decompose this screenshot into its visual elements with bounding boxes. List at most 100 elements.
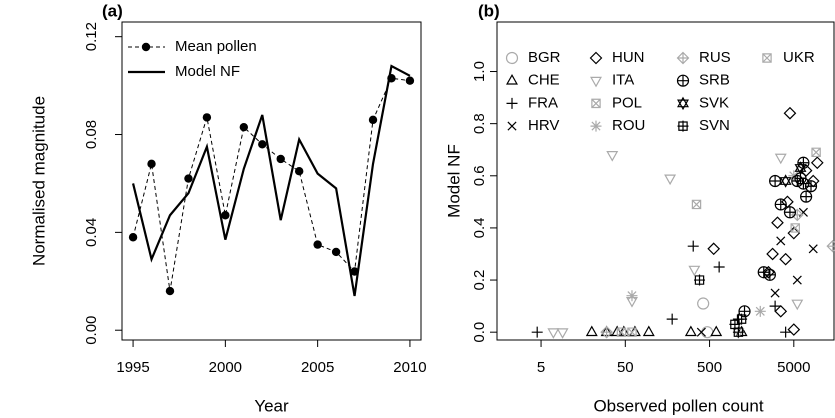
legend-label: HUN xyxy=(612,49,645,66)
data-point xyxy=(664,174,677,186)
legend-label: Mean pollen xyxy=(175,38,257,55)
x-tick-label: 2000 xyxy=(209,359,242,376)
data-point xyxy=(790,223,800,233)
data-point xyxy=(687,240,699,252)
data-point xyxy=(313,240,322,249)
data-point xyxy=(779,174,792,188)
data-point xyxy=(771,216,784,230)
legend-label: SVN xyxy=(699,117,730,134)
y-tick-label: 0.00 xyxy=(83,316,100,345)
data-point xyxy=(165,286,175,296)
y-tick-label: 0.08 xyxy=(83,120,100,149)
legend-marker xyxy=(677,120,689,132)
data-point xyxy=(766,247,779,261)
legend-label: BGR xyxy=(528,49,561,66)
legend-marker xyxy=(590,120,602,132)
legend-marker xyxy=(507,121,517,131)
data-point xyxy=(769,174,782,188)
x-tick-label: 5000 xyxy=(777,359,810,376)
data-point xyxy=(688,265,701,277)
y-tick-label: 1.0 xyxy=(471,61,488,82)
data-point xyxy=(792,275,802,285)
legend-label: ROU xyxy=(612,117,645,134)
y-tick-label: 0.6 xyxy=(471,165,488,186)
data-point xyxy=(735,325,748,337)
x-axis-label: Year xyxy=(254,396,289,415)
data-point xyxy=(797,177,810,190)
plot-frame xyxy=(496,21,835,341)
data-point xyxy=(757,266,770,279)
data-point xyxy=(788,170,800,182)
data-point xyxy=(763,268,776,281)
legend-label: RUS xyxy=(699,49,731,66)
data-point xyxy=(331,247,341,257)
series-line xyxy=(132,77,410,292)
x-axis-label: Observed pollen count xyxy=(593,396,763,415)
data-point xyxy=(774,153,787,165)
data-point xyxy=(221,211,230,220)
data-point xyxy=(694,274,706,286)
data-point xyxy=(808,244,818,254)
series-line xyxy=(132,64,411,297)
data-point xyxy=(804,180,818,193)
legend-marker xyxy=(505,51,519,65)
data-point xyxy=(736,313,748,325)
data-point xyxy=(780,326,792,338)
x-tick-label: 5 xyxy=(537,359,545,376)
data-point xyxy=(732,326,744,338)
data-point xyxy=(616,327,627,337)
legend-marker xyxy=(591,98,601,109)
data-point xyxy=(790,208,804,222)
data-point xyxy=(626,290,638,302)
legend-label: POL xyxy=(612,94,642,111)
y-tick-label: 0.4 xyxy=(471,217,488,238)
data-point xyxy=(707,242,721,256)
data-point xyxy=(239,122,249,132)
data-point xyxy=(258,140,267,149)
data-point xyxy=(800,190,813,203)
data-point xyxy=(779,252,792,266)
data-point xyxy=(783,206,797,219)
data-point xyxy=(405,76,415,85)
data-point xyxy=(787,323,801,336)
legend-label: CHE xyxy=(528,72,560,89)
data-point xyxy=(128,233,138,242)
legend-marker xyxy=(141,42,151,52)
data-point xyxy=(774,304,788,318)
legend-label: UKR xyxy=(783,49,815,66)
legend-marker xyxy=(590,76,602,88)
data-point xyxy=(684,325,697,337)
data-point xyxy=(294,167,304,176)
legend-marker xyxy=(762,53,772,63)
data-point xyxy=(627,327,637,337)
panel-title: (a) xyxy=(102,1,123,20)
data-point xyxy=(811,147,821,158)
data-point xyxy=(713,261,725,273)
data-point xyxy=(368,115,378,125)
x-tick-label: 2010 xyxy=(393,359,426,376)
y-tick-label: 0.2 xyxy=(471,270,488,291)
legend-marker xyxy=(677,96,689,111)
legend-label: SRB xyxy=(699,72,730,89)
data-point xyxy=(276,154,285,164)
data-point xyxy=(791,299,804,311)
x-tick-label: 500 xyxy=(697,359,722,376)
data-point xyxy=(776,236,786,246)
data-point xyxy=(585,325,598,337)
data-point xyxy=(826,239,835,253)
x-tick-label: 50 xyxy=(617,359,634,376)
y-tick-label: 0.04 xyxy=(83,218,100,247)
data-point xyxy=(696,327,706,337)
legend-label: FRA xyxy=(528,94,558,111)
data-point xyxy=(791,174,804,188)
data-point xyxy=(691,199,702,210)
legend-marker xyxy=(506,73,518,85)
data-point xyxy=(697,297,710,310)
data-point xyxy=(770,288,780,298)
data-point xyxy=(202,113,212,122)
data-point xyxy=(147,159,156,169)
data-point xyxy=(606,151,619,162)
data-point xyxy=(774,198,787,211)
legend-label: SVK xyxy=(699,94,729,111)
